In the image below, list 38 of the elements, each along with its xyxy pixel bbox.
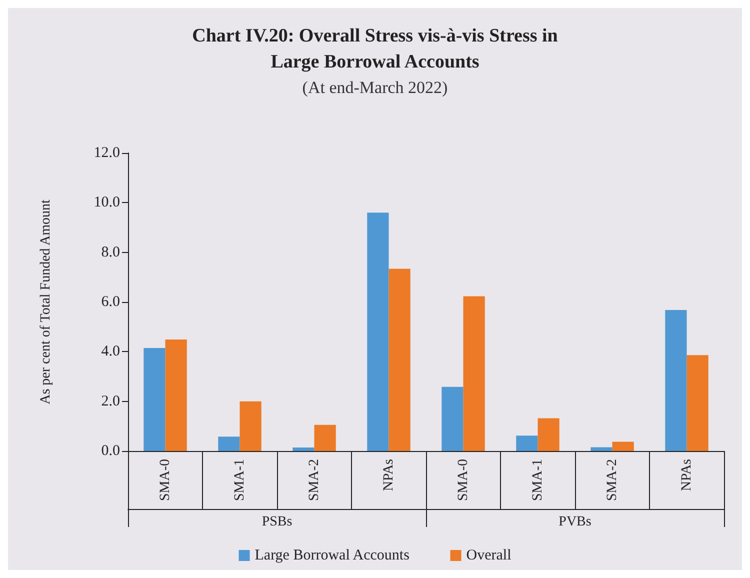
chart-subtitle: (At end-March 2022) [302, 78, 448, 97]
y-tick-label: 0.0 [101, 443, 120, 459]
text: PSBs [262, 514, 292, 530]
text: PVBs [558, 514, 592, 530]
bar [314, 424, 336, 451]
x-tick-label: SMA-2 [604, 459, 620, 502]
chart-title: Chart IV.20: Overall Stress vis-à-vis Stress in Large Borrowal Accounts [192, 26, 558, 72]
bar [292, 448, 314, 451]
bar [665, 310, 687, 451]
bar [165, 340, 187, 451]
x-tick-label: SMA-1 [232, 459, 248, 502]
x-tick-label: NPAs [679, 459, 694, 492]
y-tick-label: 6.0 [101, 294, 120, 310]
legend-label: Overall [466, 548, 512, 564]
y-tick-label: 2.0 [101, 393, 120, 410]
y-tick-label: 4.0 [101, 344, 120, 360]
bar [516, 436, 538, 451]
bar [538, 418, 560, 451]
bar [388, 268, 410, 451]
x-tick-label: SMA-0 [158, 459, 173, 502]
legend-label: Large Borrowal Accounts [254, 548, 410, 564]
bar [612, 442, 634, 451]
x-tick-label: SMA-1 [530, 459, 546, 502]
x-tick-label: NPAs [381, 459, 396, 492]
bar [367, 212, 389, 451]
bar [463, 296, 485, 451]
bar [240, 401, 262, 451]
y-tick-label: 8.0 [101, 244, 120, 260]
y-tick-label: 12.0 [94, 145, 120, 161]
y-axis-title: As per cent of Total Funded Amount [38, 199, 54, 404]
y-tick-label: 10.0 [94, 194, 120, 211]
bar [442, 386, 464, 451]
x-tick-label: SMA-2 [306, 459, 322, 502]
bar [590, 447, 612, 451]
bar [218, 436, 240, 451]
bar [686, 355, 708, 451]
x-tick-label: SMA-0 [456, 459, 471, 502]
bar [144, 348, 166, 451]
